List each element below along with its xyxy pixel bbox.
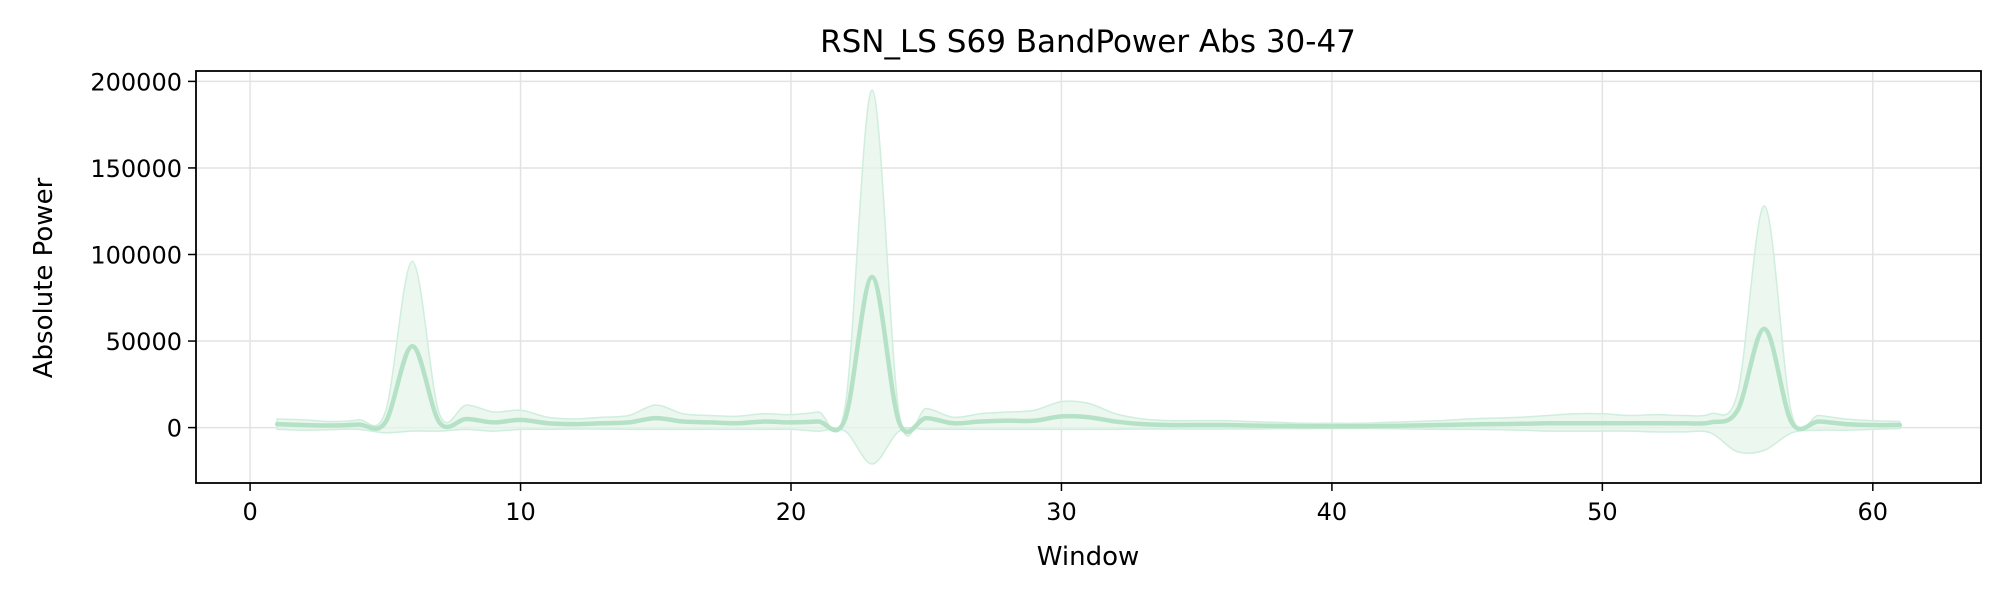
x-tick-label: 50 — [1587, 498, 1618, 526]
y-tick-label: 150000 — [90, 155, 182, 183]
y-axis-ticks: 0 50000 100000 150000 200000 — [90, 68, 196, 443]
x-tick-label: 0 — [242, 498, 257, 526]
y-axis-label: Absolute Power — [29, 177, 59, 378]
x-tick-label: 60 — [1858, 498, 1889, 526]
x-tick-label: 10 — [505, 498, 536, 526]
x-axis-ticks: 0 10 20 30 40 50 60 — [242, 483, 1888, 526]
y-tick-label: 50000 — [106, 328, 182, 356]
mean-line — [274, 274, 1903, 434]
gridlines — [196, 71, 1981, 483]
mean-series-line — [274, 274, 1903, 434]
confidence-band — [276, 89, 1901, 465]
x-axis-label: Window — [1037, 542, 1140, 572]
std-band — [276, 89, 1901, 465]
chart-title: RSN_LS S69 BandPower Abs 30-47 — [820, 24, 1356, 60]
x-tick-label: 20 — [776, 498, 807, 526]
x-tick-label: 30 — [1046, 498, 1077, 526]
x-tick-label: 40 — [1317, 498, 1348, 526]
y-tick-label: 0 — [167, 415, 182, 443]
y-tick-label: 200000 — [90, 68, 182, 96]
y-tick-label: 100000 — [90, 241, 182, 269]
plot-frame — [195, 70, 1982, 484]
